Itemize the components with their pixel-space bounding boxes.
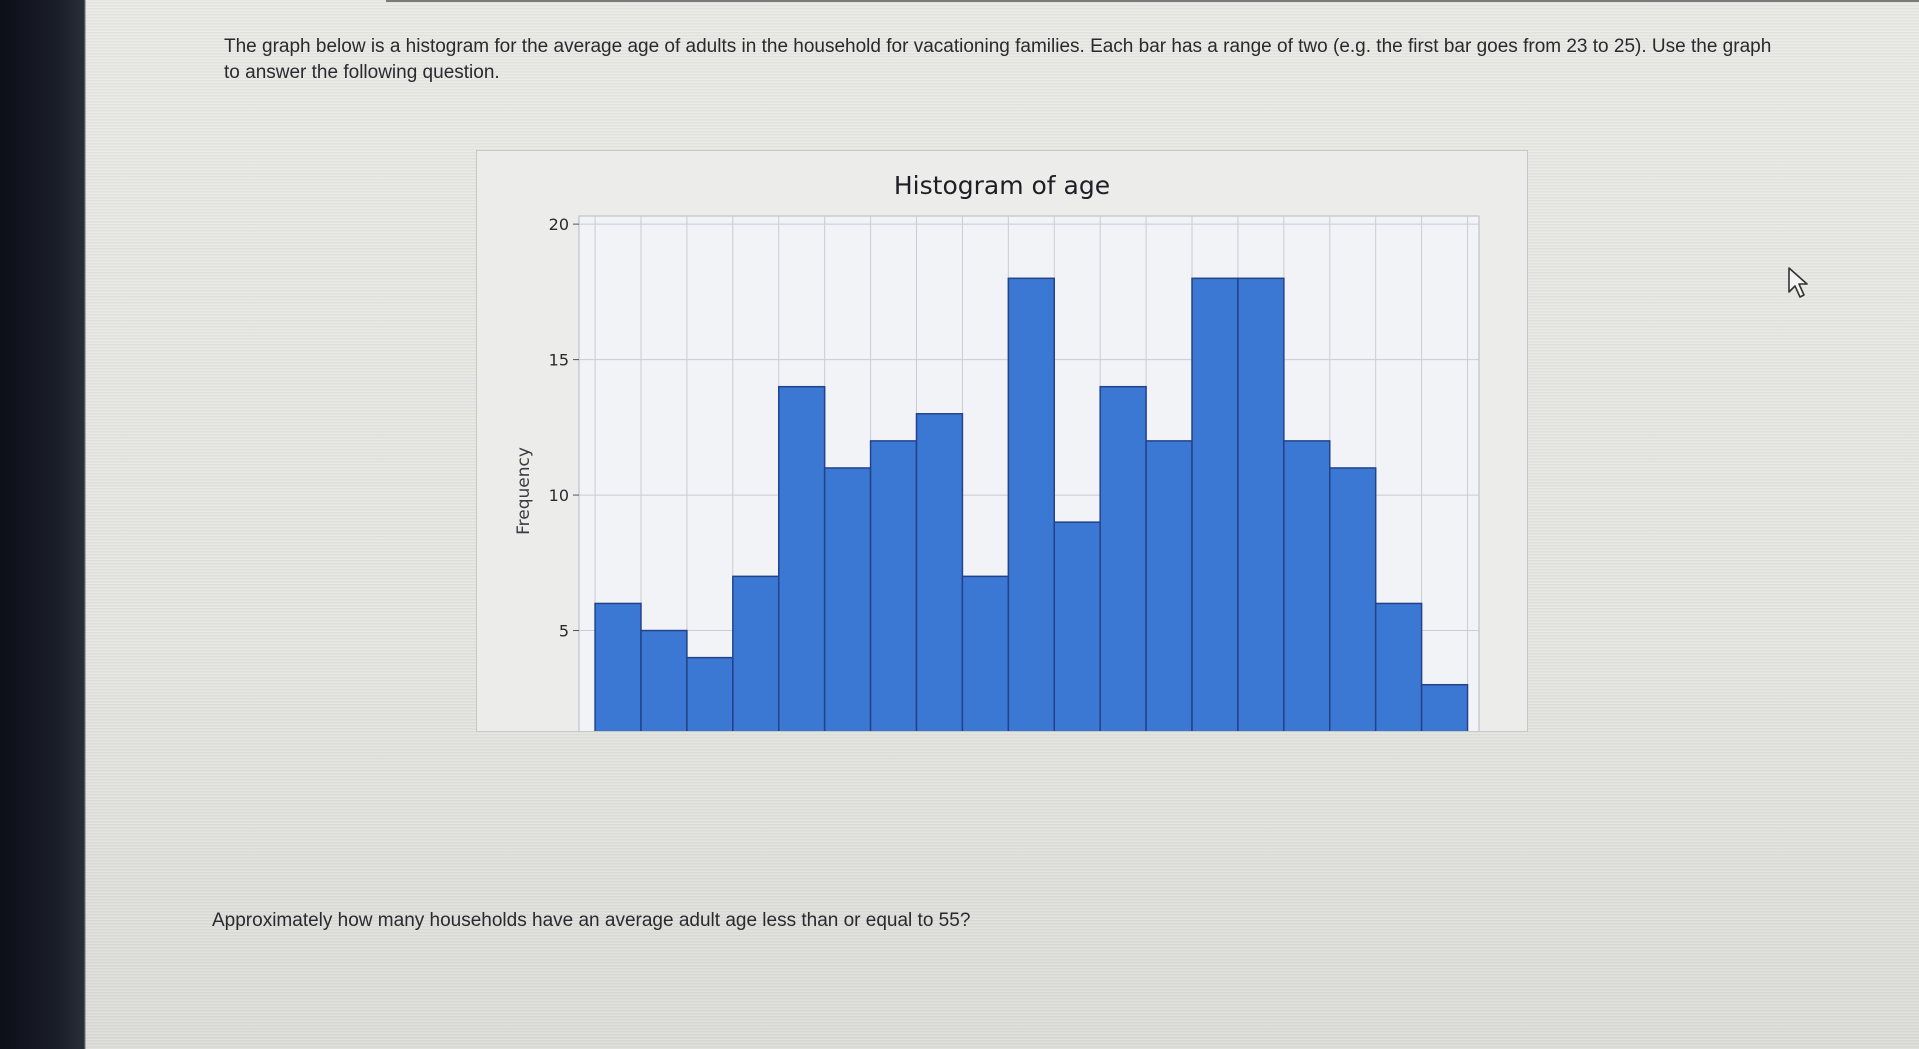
y-axis-label: Frequency bbox=[514, 447, 534, 535]
histogram-bar bbox=[1053, 521, 1101, 731]
histogram-bar bbox=[823, 467, 872, 731]
question-prompt: Approximately how many households have a… bbox=[212, 910, 971, 931]
histogram-bar bbox=[961, 575, 1010, 731]
question-intro: The graph below is a histogram for the a… bbox=[224, 36, 1772, 83]
histogram-bar bbox=[915, 413, 964, 731]
mouse-pointer-icon bbox=[1788, 267, 1808, 298]
histogram-bar bbox=[1329, 467, 1377, 731]
top-divider bbox=[386, 0, 1919, 2]
histogram-bar bbox=[640, 629, 688, 731]
histogram-chart: Histogram of age 05101520 24303642485460… bbox=[514, 171, 1480, 731]
histogram-bar bbox=[1145, 440, 1193, 731]
chart-title: Histogram of age bbox=[894, 171, 1110, 200]
histogram-bar bbox=[1237, 277, 1285, 731]
y-tick-label: 10 bbox=[549, 486, 569, 505]
histogram-bar bbox=[869, 440, 918, 731]
histogram-bar bbox=[1099, 385, 1147, 731]
histogram-bar bbox=[1283, 440, 1331, 731]
y-tick-label: 15 bbox=[549, 351, 569, 370]
histogram-bar bbox=[686, 656, 734, 731]
histogram-bar bbox=[594, 602, 642, 731]
histogram-bar bbox=[1007, 277, 1056, 731]
histogram-bars bbox=[594, 277, 1469, 731]
histogram-bar bbox=[1374, 602, 1423, 731]
y-tick-label: 5 bbox=[559, 622, 569, 641]
histogram-bar bbox=[732, 575, 780, 731]
y-axis: 05101520 bbox=[549, 215, 579, 641]
histogram-bar bbox=[777, 385, 826, 731]
y-tick-label: 20 bbox=[549, 215, 569, 234]
histogram-bar bbox=[1191, 277, 1239, 731]
histogram-figure: Histogram of age 05101520 24303642485460… bbox=[476, 150, 1528, 732]
histogram-bar bbox=[1420, 683, 1469, 731]
